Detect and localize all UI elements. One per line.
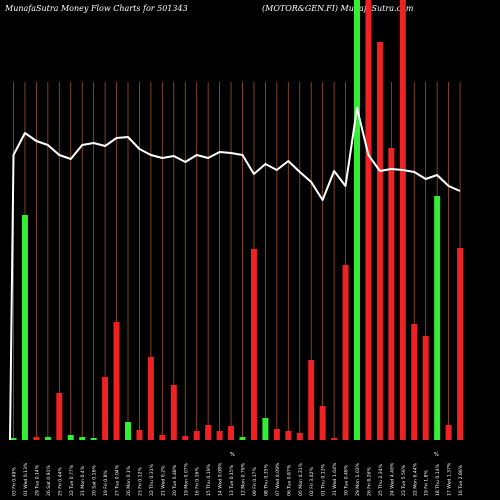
bar [399,0,406,440]
x-tick-label: 12 Mon 0.79% [241,462,247,496]
bar [147,357,154,440]
bar [319,406,326,440]
x-tick-label: 25 Thu 2.34% [378,463,384,496]
x-tick-label: 20 Sat 0.16% [92,464,98,496]
x-tick-label: 31 Wed 1.64% [332,462,338,496]
bar [182,436,189,440]
bar [159,435,166,440]
bar [376,42,383,440]
chart-title-left: MunafaSutra Money Flow Charts for 501343 [5,4,188,13]
bar [33,437,40,440]
bar [365,0,372,440]
x-tick-label: 05 Mon 4.31% [298,462,304,496]
bar [216,431,223,440]
bar [354,0,360,440]
bar [262,418,269,440]
bar [102,377,109,440]
bar [21,215,28,440]
bar [113,322,120,440]
bar [296,433,303,440]
x-tick-label: 13 Tue 0.15% [229,464,235,496]
x-tick-label: 29 Tue 0.14% [34,464,40,496]
bar [10,438,17,440]
bar [228,426,235,440]
bar [434,196,441,440]
x-tick-label: 30 Tue 0.48% [344,464,350,496]
x-tick-label: 16 Fri 0.16% [195,467,201,496]
bar [90,438,97,440]
bar [239,437,246,440]
x-tick-label: 22 Mon 6.44% [412,462,418,496]
bar [56,393,63,440]
x-tick-label: 24 Wed 4.46% [389,462,395,496]
bar [445,425,452,440]
x-tick-label: 01 Wed 0.13% [23,462,29,496]
axis-marker: % [434,452,439,458]
bar [125,422,131,440]
x-tick-label: 26 Fri 8.26% [366,467,372,496]
bar [285,431,292,440]
x-tick-label: 15 Thu 0.19% [206,463,212,496]
bar [250,249,257,440]
x-tick-label: 06 Tue 0.87% [286,464,292,496]
x-tick-label: 19 Mon 0.07% [183,462,189,496]
bar [411,324,418,440]
x-tick-label: 21 Wed 0.2% [160,465,166,496]
bar [67,435,74,440]
x-tick-label: 08 Thu 0.35% [263,463,269,496]
chart-title-right: (MOTOR&GEN.FI) MunafaSutra.com [262,4,414,13]
bar [136,430,143,440]
x-tick-label: 19 Fri 1.8% [424,469,430,496]
x-tick-label: 29 Mon 1.03% [355,462,361,496]
x-tick-label: 25 Fri 0.44% [57,467,63,496]
bar [331,438,338,440]
x-tick-label: 01 Thu 0.13% [321,463,327,496]
x-tick-label: 09 Fri 0.17% [252,467,258,496]
x-tick-label: 20 Tue 0.48% [172,464,178,496]
bar [44,437,51,440]
bar [79,437,86,440]
bar [193,431,200,440]
axis-marker: % [230,452,235,458]
x-tick-label: 26 Mon 0.1% [126,465,132,496]
x-tick-label: 19 Fri 0.8% [103,469,109,496]
x-tick-label: 21 Mon 0.4% [80,465,86,496]
bar [308,360,315,440]
x-tick-label: 02 Fri 3.42% [309,467,315,496]
x-tick-label: 27 Tue 0.04% [115,464,121,496]
bar [170,385,177,440]
x-tick-label: 26 Sat 0.91% [46,464,52,496]
bar [388,148,395,440]
bar [273,429,280,440]
bar [457,248,464,440]
x-tick-label: 14 Wed 0.08% [218,462,224,496]
x-tick-label: 22 Tue 0.77% [69,464,75,496]
x-tick-label: 07 Wed 0.09% [275,462,281,496]
bar [205,425,212,440]
x-tick-label: 22 Thu 0.31% [149,463,155,496]
x-tick-label: 16 Tue 2.86% [458,464,464,496]
money-flow-line [9,107,461,441]
x-tick-label: 03 Fri 0.49% [12,467,18,496]
x-tick-label: 17 Wed 1.37% [447,462,453,496]
x-tick-label: 23 Fri 0.12% [137,467,143,496]
bar [422,336,429,440]
bar [342,265,349,440]
x-tick-label: 23 Tue 5.56% [401,464,407,496]
x-tick-label: 18 Thu 0.14% [435,463,441,496]
